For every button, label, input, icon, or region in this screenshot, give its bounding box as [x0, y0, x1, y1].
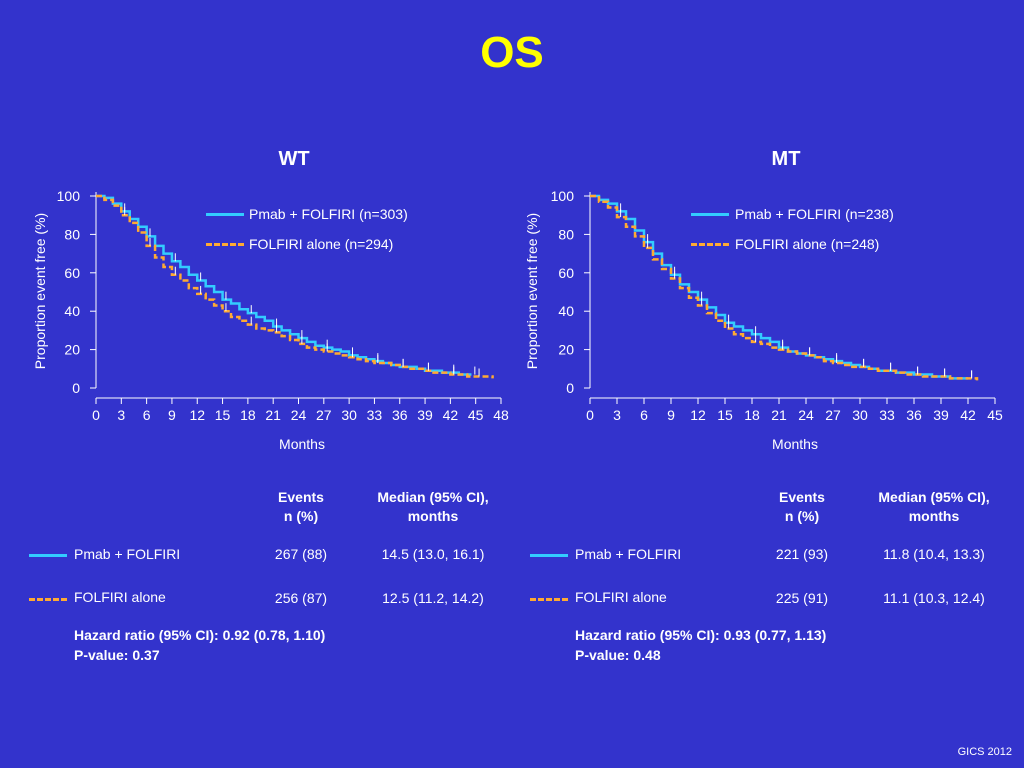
- row-label-folfiri-wt: FOLFIRI alone: [74, 589, 166, 605]
- legend-label-folfiri-wt: FOLFIRI alone (n=294): [249, 236, 394, 252]
- y-tick-label: 80: [64, 226, 80, 242]
- legend-swatch-folfiri-mt: [691, 243, 729, 246]
- y-tick-label: 100: [551, 188, 575, 204]
- x-tick-label: 39: [933, 407, 949, 423]
- legend-swatch-pmab-mt: [691, 213, 729, 216]
- hazard-ratio-wt: Hazard ratio (95% CI): 0.92 (0.78, 1.10): [74, 627, 326, 643]
- x-tick-label: 24: [291, 407, 307, 423]
- x-tick-label: 30: [341, 407, 357, 423]
- panel-title-mt: MT: [771, 148, 801, 170]
- x-tick-label: 18: [744, 407, 760, 423]
- x-tick-label: 12: [690, 407, 706, 423]
- row-swatch-folfiri-wt: [29, 598, 67, 601]
- row-swatch-pmab-mt: [530, 554, 568, 557]
- x-tick-label: 45: [987, 407, 1003, 423]
- series-pmab-line: [590, 194, 968, 380]
- x-tick-label: 21: [265, 407, 281, 423]
- x-tick-label: 9: [168, 407, 176, 423]
- x-tick-label: 12: [189, 407, 205, 423]
- x-tick-label: 24: [798, 407, 814, 423]
- row-swatch-pmab-wt: [29, 554, 67, 557]
- legend-label-folfiri-mt: FOLFIRI alone (n=248): [735, 236, 880, 252]
- x-tick-label: 36: [392, 407, 408, 423]
- y-tick-label: 20: [64, 342, 80, 358]
- cell-events-folfiri-mt: 225 (91): [775, 590, 829, 606]
- panel-title-wt: WT: [278, 148, 310, 170]
- col-header-median-wt: Median (95% CI), months: [356, 488, 510, 526]
- x-tick-label: 45: [468, 407, 484, 423]
- y-tick-label: 40: [558, 303, 574, 319]
- cell-events-pmab-mt: 221 (93): [775, 546, 829, 562]
- x-tick-label: 6: [640, 407, 648, 423]
- x-tick-label: 42: [443, 407, 459, 423]
- series-pmab-line: [96, 194, 472, 376]
- x-tick-label: 33: [367, 407, 383, 423]
- cell-events-folfiri-wt: 256 (87): [274, 590, 328, 606]
- legend-swatch-folfiri-wt: [206, 243, 244, 246]
- row-label-pmab-wt: Pmab + FOLFIRI: [74, 546, 181, 562]
- footer-credit: GICS 2012: [957, 746, 1012, 758]
- col-header-events-wt: Events n (%): [251, 488, 351, 526]
- y-tick-label: 60: [558, 265, 574, 281]
- x-tick-label: 39: [417, 407, 433, 423]
- series-folfiri-line: [590, 194, 979, 381]
- cell-median-pmab-mt: 11.8 (10.4, 13.3): [883, 546, 985, 562]
- x-axis-label-wt: Months: [279, 436, 325, 452]
- y-tick-label: 0: [72, 380, 80, 396]
- x-tick-label: 15: [717, 407, 733, 423]
- y-tick-label: 40: [64, 303, 80, 319]
- y-tick-label: 100: [57, 188, 81, 204]
- x-axis-label-mt: Months: [772, 436, 818, 452]
- x-tick-label: 27: [316, 407, 332, 423]
- legend-swatch-pmab-wt: [206, 213, 244, 216]
- p-value-mt: P-value: 0.48: [575, 647, 661, 663]
- y-tick-label: 60: [64, 265, 80, 281]
- y-tick-label: 0: [566, 380, 574, 396]
- x-tick-label: 0: [92, 407, 100, 423]
- col-header-median-text: Median (95% CI), months: [377, 489, 489, 524]
- cell-median-pmab-wt: 14.5 (13.0, 16.1): [381, 546, 485, 562]
- x-tick-label: 36: [906, 407, 922, 423]
- col-header-events-text: Events n (%): [278, 489, 324, 524]
- x-tick-label: 3: [613, 407, 621, 423]
- hazard-ratio-mt: Hazard ratio (95% CI): 0.93 (0.77, 1.13): [575, 627, 827, 643]
- row-swatch-folfiri-mt: [530, 598, 568, 601]
- y-tick-label: 80: [558, 226, 574, 242]
- cell-median-folfiri-wt: 12.5 (11.2, 14.2): [382, 590, 484, 606]
- x-tick-label: 0: [586, 407, 594, 423]
- legend-label-pmab-mt: Pmab + FOLFIRI (n=238): [735, 206, 894, 222]
- row-label-folfiri-mt: FOLFIRI alone: [575, 589, 667, 605]
- col-header-median-text: Median (95% CI), months: [878, 489, 990, 524]
- series-folfiri-line: [96, 194, 494, 379]
- x-tick-label: 15: [215, 407, 231, 423]
- x-tick-label: 6: [143, 407, 151, 423]
- x-tick-label: 27: [825, 407, 841, 423]
- col-header-events-text: Events n (%): [779, 489, 825, 524]
- x-tick-label: 48: [493, 407, 509, 423]
- row-label-pmab-mt: Pmab + FOLFIRI: [575, 546, 682, 562]
- x-tick-label: 42: [960, 407, 976, 423]
- col-header-events-mt: Events n (%): [752, 488, 852, 526]
- x-tick-label: 30: [852, 407, 868, 423]
- p-value-wt: P-value: 0.37: [74, 647, 160, 663]
- x-tick-label: 33: [879, 407, 895, 423]
- legend-label-pmab-wt: Pmab + FOLFIRI (n=303): [249, 206, 408, 222]
- x-tick-label: 18: [240, 407, 256, 423]
- x-tick-label: 9: [667, 407, 675, 423]
- x-tick-label: 3: [117, 407, 125, 423]
- cell-events-pmab-wt: 267 (88): [274, 546, 328, 562]
- y-tick-label: 20: [558, 342, 574, 358]
- slide-title: OS: [480, 28, 544, 77]
- col-header-median-mt: Median (95% CI), months: [857, 488, 1011, 526]
- x-tick-label: 21: [771, 407, 787, 423]
- cell-median-folfiri-mt: 11.1 (10.3, 12.4): [883, 590, 985, 606]
